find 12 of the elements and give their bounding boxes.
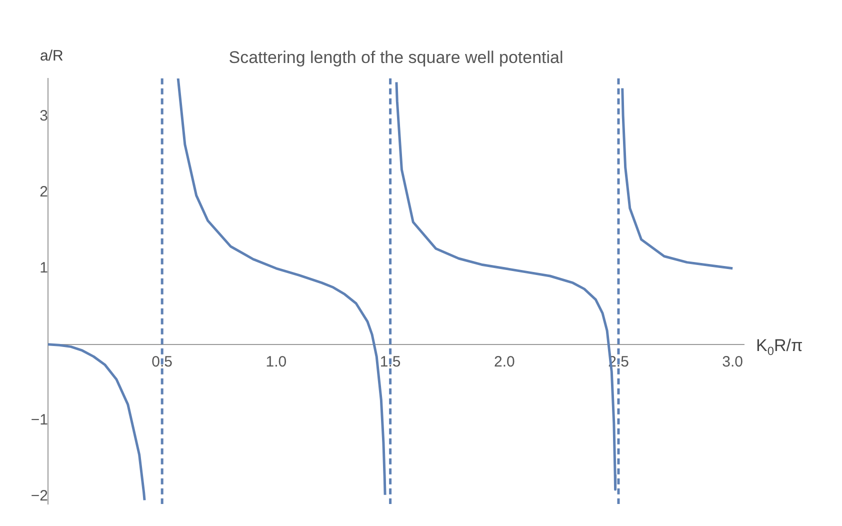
y-tick-label: 1 (40, 260, 48, 277)
y-tick-label: −1 (30, 412, 48, 429)
x-tick-label: 1.0 (266, 354, 287, 371)
y-tick-label: 2 (40, 184, 48, 201)
chart-title: Scattering length of the square well potential (228, 48, 564, 67)
y-axis-title: a/R (40, 48, 64, 65)
y-tick-label: 3 (40, 108, 48, 125)
x-tick-label: 2.0 (494, 354, 515, 371)
x-tick-label: 3.0 (722, 354, 744, 371)
x-tick-label: 1.5 (380, 354, 401, 371)
x-tick-label: 0.5 (152, 354, 173, 371)
y-tick-label: −2 (30, 488, 48, 505)
